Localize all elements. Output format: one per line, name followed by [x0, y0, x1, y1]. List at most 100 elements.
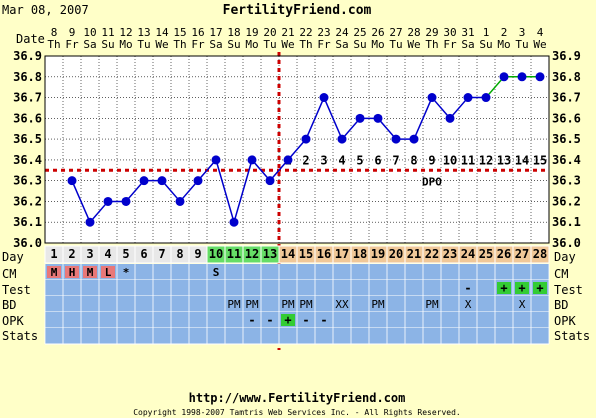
temperature-line-segment — [341, 117, 361, 140]
dpo-number-label: 10 — [443, 153, 457, 167]
dpo-number-label: 5 — [356, 153, 363, 167]
row-label-stats-left: Stats — [2, 329, 38, 343]
date-number-label: 9 — [69, 26, 76, 39]
bd-value: PM — [299, 298, 313, 311]
weekday-label: Th — [299, 38, 312, 51]
cycle-day-label: 14 — [281, 247, 295, 261]
test-positive-box — [515, 282, 529, 294]
bd-value: X — [519, 298, 526, 311]
date-number-label: 10 — [83, 26, 96, 39]
date-number-label: 31 — [461, 26, 474, 39]
date-number-label: 18 — [227, 26, 240, 39]
date-number-label: 4 — [537, 26, 544, 39]
test-value: + — [518, 281, 525, 295]
date-number-label: 27 — [389, 26, 402, 39]
weekday-label: Sa — [335, 38, 348, 51]
date-number-label: 8 — [51, 26, 58, 39]
test-positive-box — [533, 282, 547, 294]
y-tick-label-left: 36.3 — [13, 174, 42, 188]
footer-url: http://www.FertilityFriend.com — [189, 391, 406, 405]
test-value: + — [536, 281, 543, 295]
opk-positive-box — [281, 314, 295, 326]
weekday-label: Su — [101, 38, 114, 51]
test-value: + — [500, 281, 507, 295]
cycle-day-label: 3 — [86, 247, 93, 261]
cycle-day-label: 19 — [371, 247, 385, 261]
date-number-label: 29 — [425, 26, 438, 39]
weekday-label: Mo — [245, 38, 258, 51]
cycle-day-label: 20 — [389, 247, 403, 261]
dpo-number-label: 6 — [374, 153, 381, 167]
temperature-line-segment — [125, 180, 145, 202]
weekday-label: Mo — [371, 38, 384, 51]
y-tick-label-right: 36.2 — [552, 194, 581, 208]
temperature-line-segment — [413, 97, 433, 140]
row-label-stats-right: Stats — [554, 329, 590, 343]
weekday-label: We — [407, 38, 420, 51]
cycle-day-label: 17 — [335, 247, 349, 261]
temperature-point — [283, 155, 293, 165]
temperature-point — [481, 93, 491, 103]
plot-frame — [44, 55, 550, 244]
cycle-day-label: 4 — [104, 247, 111, 261]
y-tick-label-left: 36.4 — [13, 153, 42, 167]
opk-value: - — [266, 313, 273, 327]
cycle-day-label: 8 — [176, 247, 183, 261]
weekday-label: We — [155, 38, 168, 51]
cycle-day-label: 11 — [227, 247, 241, 261]
weekday-label: We — [281, 38, 294, 51]
temperature-point — [427, 93, 437, 103]
cm-value: S — [213, 266, 220, 279]
dpo-number-label: 7 — [392, 153, 399, 167]
dpo-number-label: 8 — [410, 153, 417, 167]
temperature-line-segment — [431, 97, 451, 119]
cycle-day-label: 26 — [497, 247, 511, 261]
cycle-day-label: 25 — [479, 247, 493, 261]
temperature-line-segment — [323, 97, 343, 140]
temperature-line-segment — [287, 138, 307, 161]
temperature-point — [193, 176, 203, 186]
cycle-day-label: 15 — [299, 247, 313, 261]
row-label-cm-right: CM — [554, 267, 568, 281]
cycle-day-label: 1 — [50, 247, 57, 261]
temperature-line-segment — [71, 180, 91, 223]
dpo-label: DPO — [422, 175, 442, 188]
temperature-point — [445, 113, 455, 123]
date-number-label: 26 — [371, 26, 384, 39]
temperature-line-segment — [305, 97, 325, 140]
row-label-day-right: Day — [554, 250, 576, 264]
dpo-number-label: 9 — [428, 153, 435, 167]
day-cell — [530, 245, 550, 264]
temperature-point — [139, 176, 149, 186]
date-number-label: 23 — [317, 26, 330, 39]
date-number-label: 19 — [245, 26, 258, 39]
bd-value: PM — [371, 298, 385, 311]
temperature-point — [67, 176, 77, 186]
row-label-test-left: Test — [2, 283, 31, 297]
row-label-opk-left: OPK — [2, 314, 24, 328]
row-label-date: Date — [16, 32, 45, 46]
cycle-day-label: 24 — [461, 247, 475, 261]
y-tick-label-left: 36.0 — [13, 236, 42, 250]
date-number-label: 30 — [443, 26, 456, 39]
temperature-point — [211, 155, 221, 165]
temperature-line-segment — [251, 159, 271, 182]
temperature-point — [535, 72, 545, 82]
temperature-point — [247, 155, 257, 165]
cycle-day-label: 10 — [209, 247, 223, 261]
weekday-label: Tu — [137, 38, 150, 51]
cm-value: L — [105, 266, 112, 279]
weekday-label: Tu — [263, 38, 276, 51]
temperature-line-segment — [215, 159, 235, 223]
weekday-label: Tu — [515, 38, 528, 51]
bd-value: XX — [335, 298, 349, 311]
cycle-day-label: 7 — [158, 247, 165, 261]
y-tick-label-right: 36.6 — [552, 111, 581, 125]
bd-value: PM — [245, 298, 259, 311]
cm-menses-box — [83, 266, 97, 278]
row-label-test-right: Test — [554, 283, 583, 297]
cm-menses-box — [47, 266, 61, 278]
